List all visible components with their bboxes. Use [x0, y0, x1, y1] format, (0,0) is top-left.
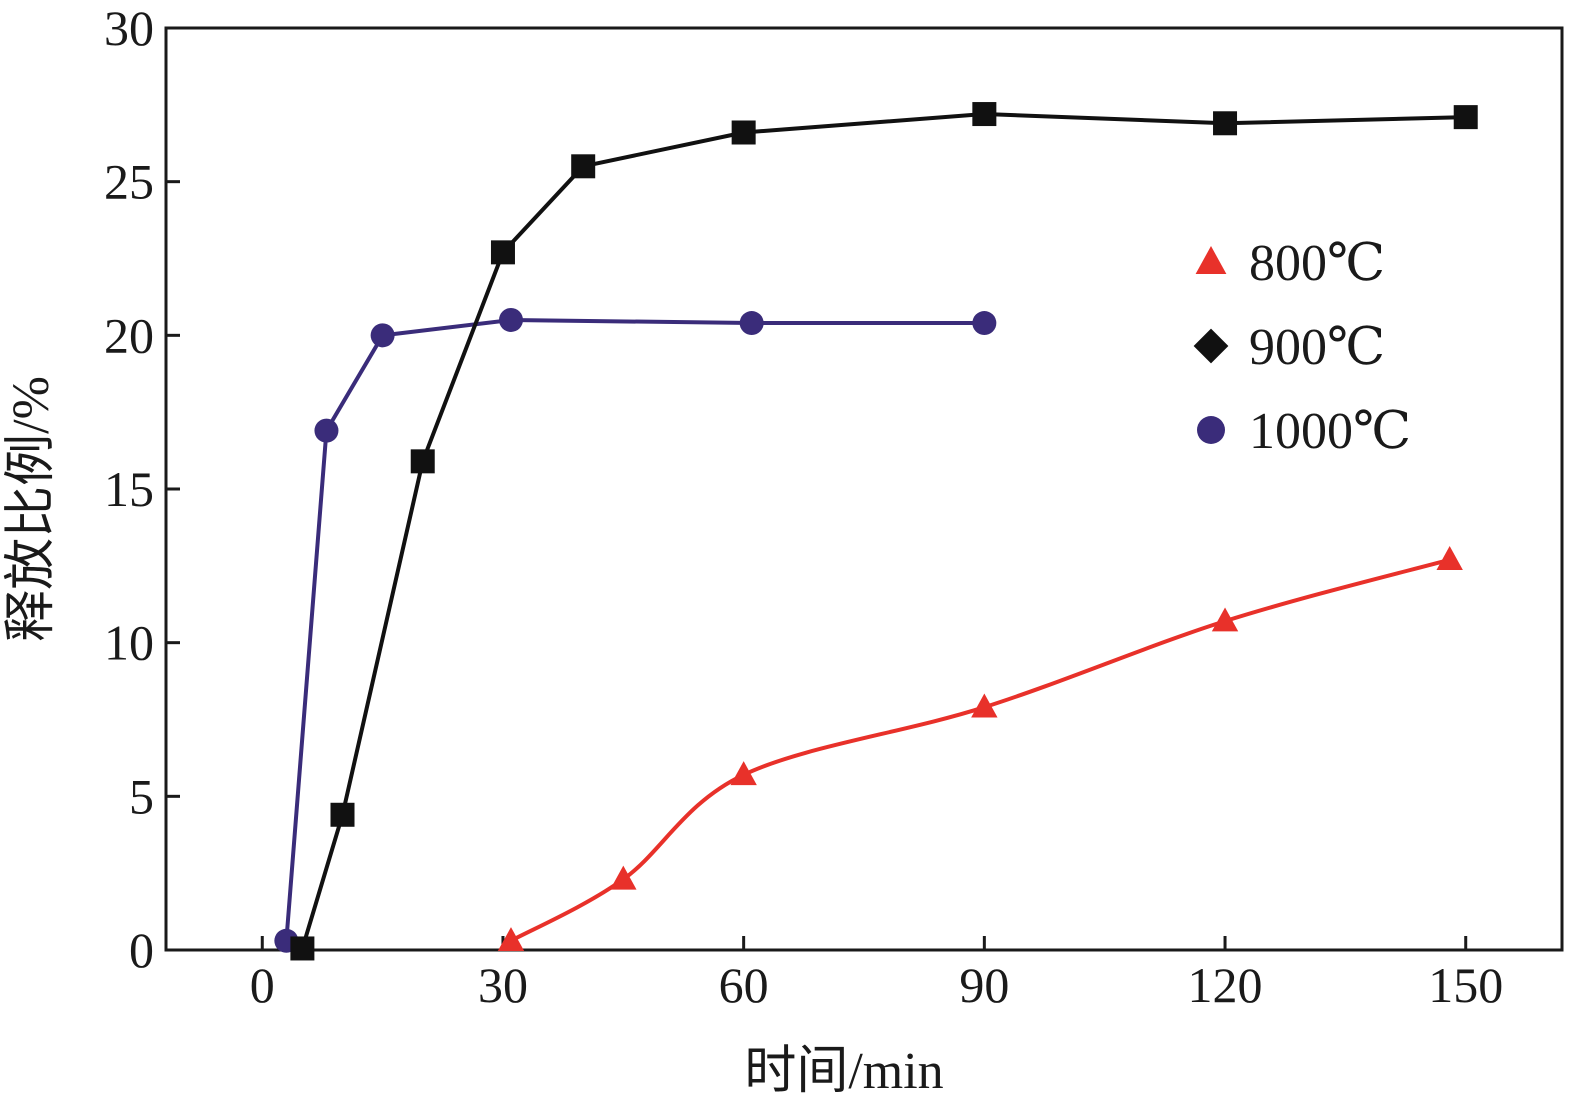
data-point-900 — [330, 802, 355, 827]
data-point-800 — [1436, 546, 1463, 570]
legend-label-900: 900℃ — [1249, 319, 1385, 376]
y-axis-title: 释放比例/% — [3, 376, 60, 642]
x-tick-label: 120 — [1188, 957, 1263, 1013]
data-point-900 — [731, 120, 756, 145]
y-tick-label: 15 — [104, 461, 154, 517]
data-point-900 — [290, 936, 315, 961]
data-point-900 — [490, 240, 515, 265]
x-tick-label: 60 — [719, 957, 769, 1013]
data-point-1000 — [972, 311, 997, 336]
data-point-1000 — [370, 323, 395, 348]
x-axis-title: 时间/min — [744, 1043, 943, 1100]
y-tick-label: 0 — [129, 922, 154, 978]
legend-marker-800 — [1195, 246, 1227, 274]
data-point-1000 — [739, 311, 764, 336]
x-tick-label: 90 — [959, 957, 1009, 1013]
data-point-900 — [1213, 111, 1238, 136]
data-point-1000 — [314, 418, 339, 443]
legend: 800℃ 900℃ 1000℃ — [1193, 235, 1411, 460]
legend-label-800: 800℃ — [1249, 235, 1385, 292]
data-point-800 — [971, 693, 998, 718]
x-tick-label: 30 — [478, 957, 528, 1013]
data-point-800 — [497, 927, 525, 952]
series-line-800 — [510, 557, 1451, 943]
y-tick-label: 30 — [104, 0, 154, 56]
series-line-1000 — [284, 317, 985, 941]
data-point-900 — [410, 449, 435, 474]
x-tick-label: 0 — [250, 957, 275, 1013]
data-point-800 — [610, 865, 637, 890]
data-point-900 — [972, 102, 997, 127]
axes — [164, 26, 1564, 952]
data-point-1000 — [498, 307, 523, 332]
data-point-900 — [571, 154, 596, 179]
series-900 — [290, 102, 1478, 961]
data-point-800 — [1211, 607, 1239, 632]
series-group — [274, 102, 1478, 961]
legend-marker-900 — [1193, 328, 1229, 364]
series-1000 — [274, 307, 997, 953]
legend-marker-1000 — [1197, 416, 1225, 444]
data-point-800 — [730, 761, 757, 786]
data-point-900 — [1453, 105, 1478, 130]
y-tick-label: 10 — [104, 615, 154, 671]
ticks: 0 30 60 90 120 150 0 5 10 15 20 25 30 — [104, 0, 1503, 1013]
series-800 — [497, 546, 1463, 952]
y-tick-label: 5 — [129, 768, 154, 824]
y-tick-label: 20 — [104, 307, 154, 363]
legend-label-1000: 1000℃ — [1249, 403, 1411, 460]
y-tick-label: 25 — [104, 154, 154, 210]
plot-frame — [164, 26, 1564, 952]
x-tick-label: 150 — [1428, 957, 1503, 1013]
